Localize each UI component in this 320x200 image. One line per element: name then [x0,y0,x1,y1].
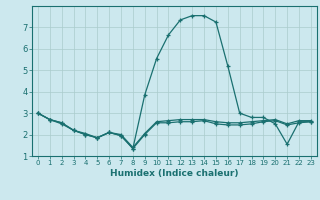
X-axis label: Humidex (Indice chaleur): Humidex (Indice chaleur) [110,169,239,178]
